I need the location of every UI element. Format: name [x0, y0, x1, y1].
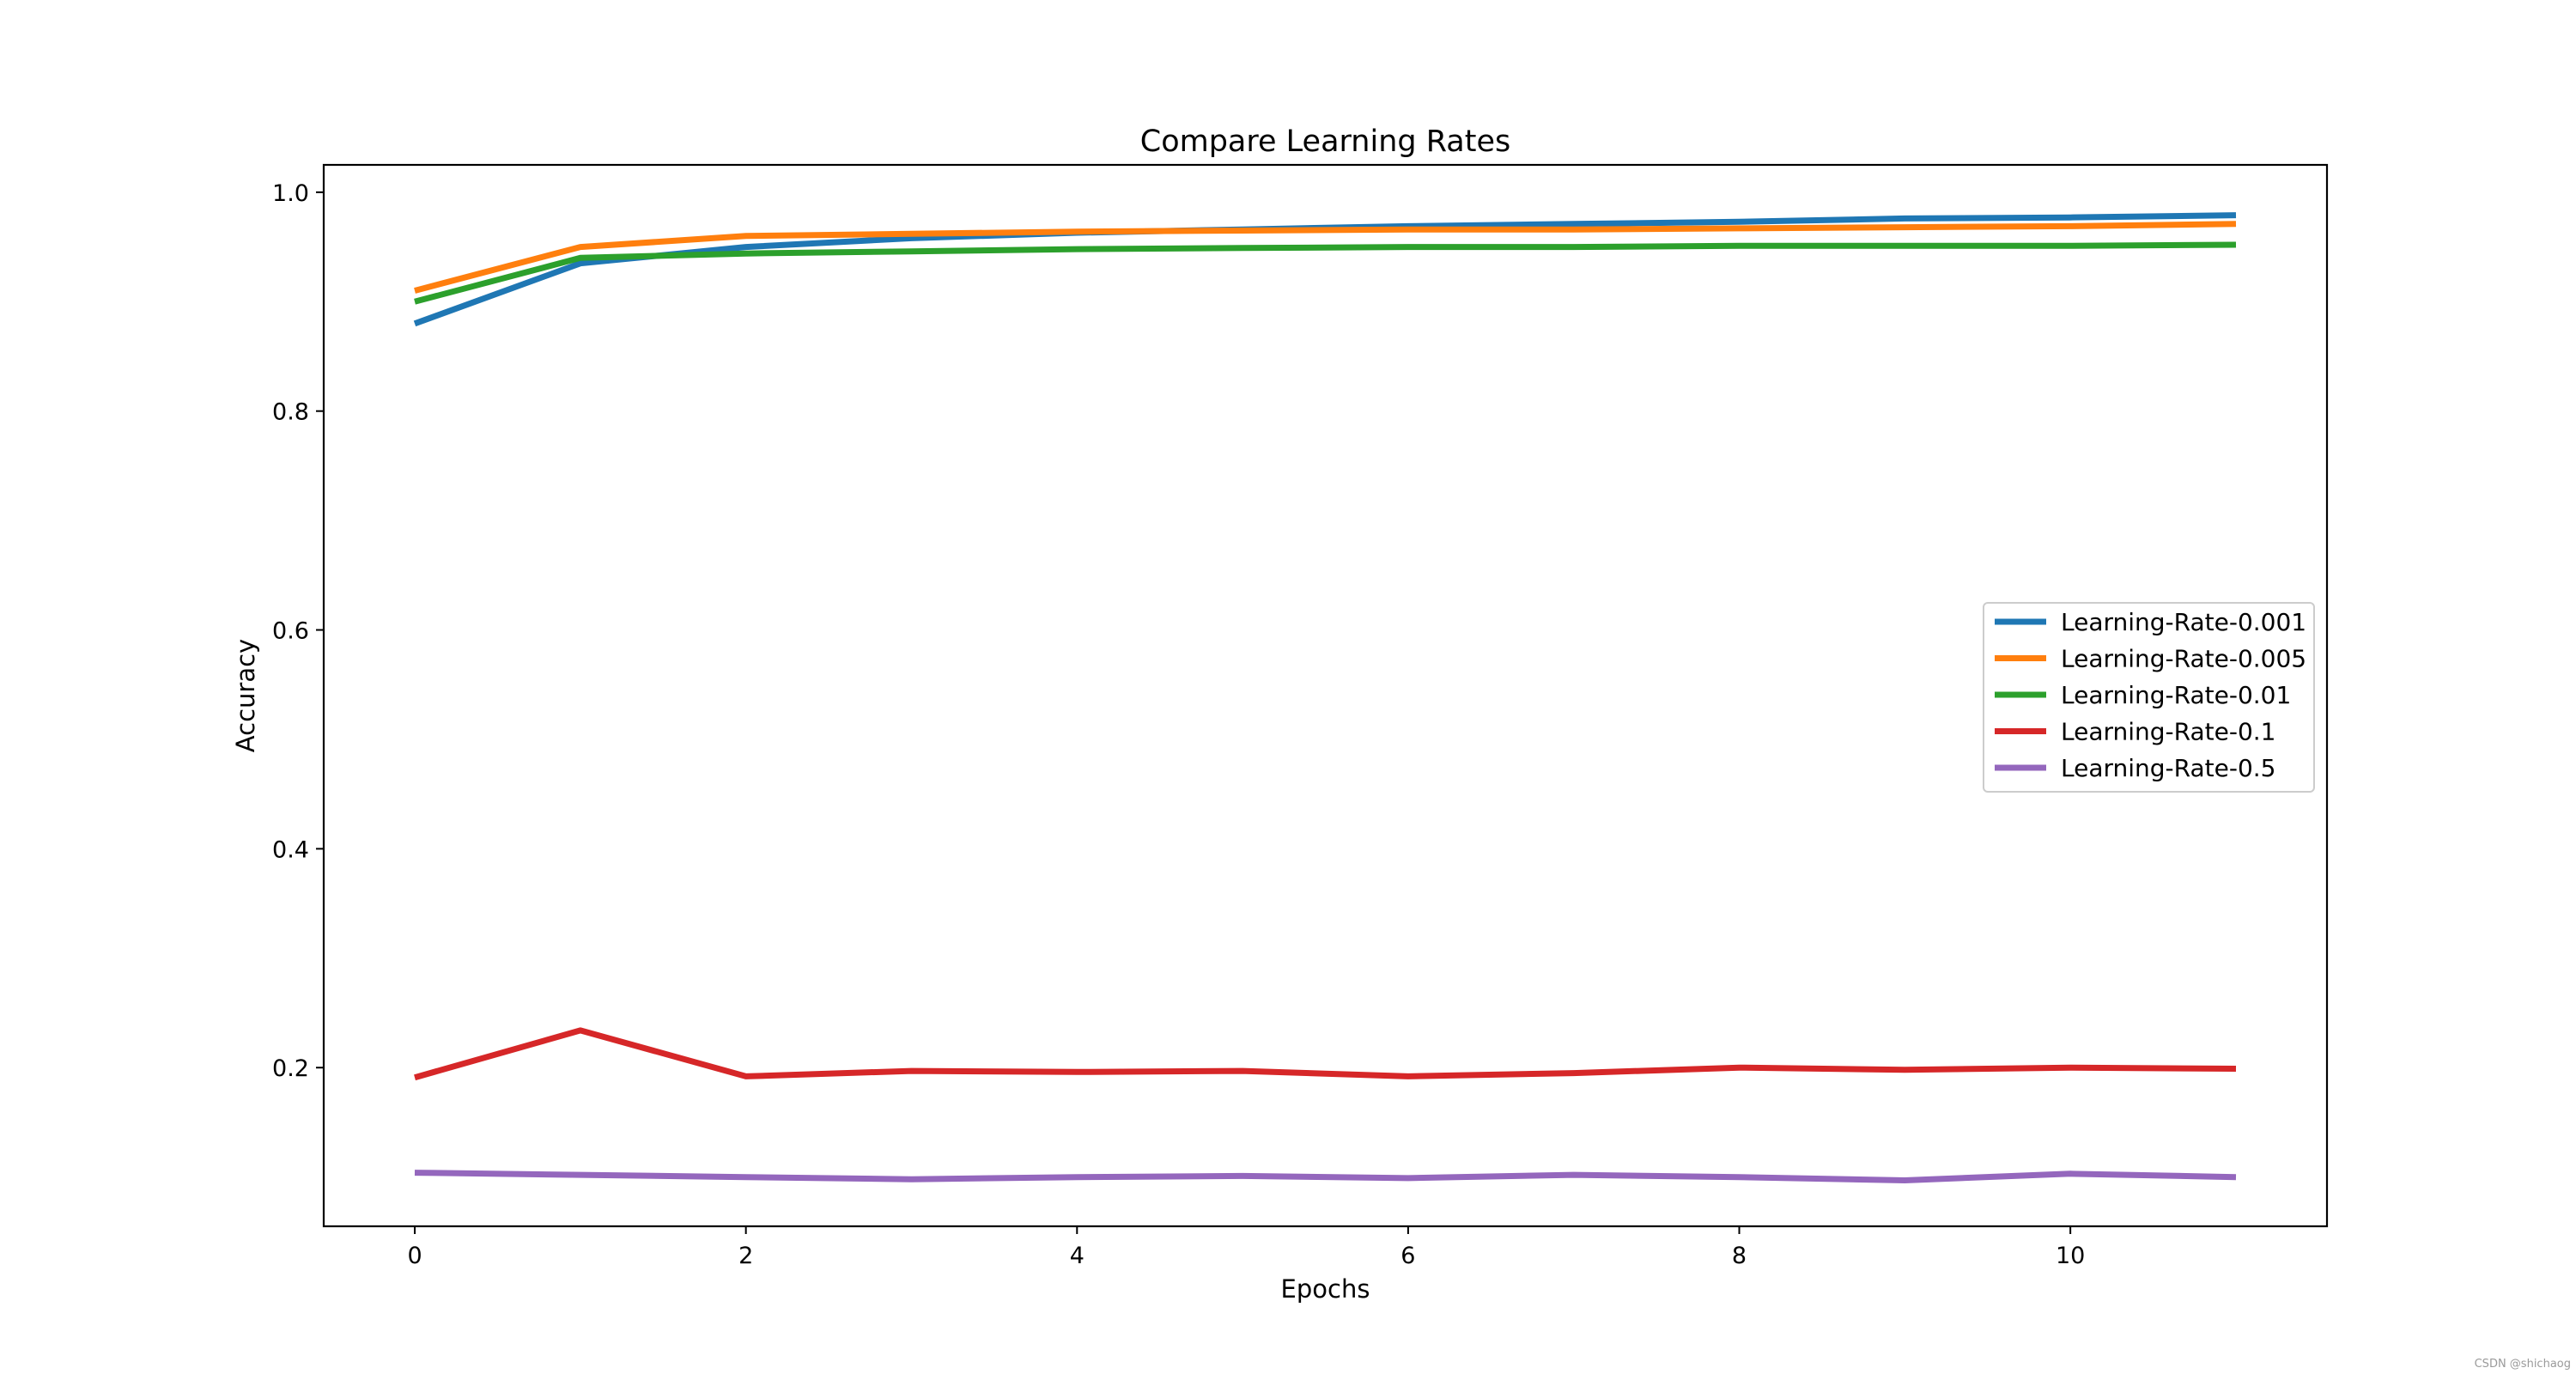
legend-label: Learning-Rate-0.005	[2061, 645, 2306, 673]
y-tick-label: 0.2	[272, 1055, 309, 1082]
series-line-2	[414, 241, 2237, 305]
x-tick-label: 10	[2056, 1243, 2085, 1269]
legend-label: Learning-Rate-0.1	[2061, 718, 2276, 746]
legend-label: Learning-Rate-0.01	[2061, 681, 2291, 709]
x-tick-label: 8	[1732, 1243, 1747, 1269]
x-tick-label: 0	[407, 1243, 422, 1269]
y-tick-label: 1.0	[272, 180, 309, 207]
plot-frame	[322, 163, 2329, 1228]
y-tick-label: 0.8	[272, 399, 309, 426]
y-tick-label: 0.4	[272, 836, 309, 863]
x-tick-label: 2	[738, 1243, 753, 1269]
watermark: CSDN @shichaog	[2475, 1358, 2571, 1371]
chart-title: Compare Learning Rates	[1140, 125, 1510, 159]
y-axis-label: Accuracy	[231, 639, 260, 752]
series-layer	[413, 212, 2237, 1183]
series-line-1	[414, 221, 2237, 294]
series-line-3	[414, 1027, 2237, 1081]
legend-label: Learning-Rate-0.5	[2061, 754, 2276, 782]
y-axis-ticks: 0.2 0.4 0.6 0.8 1.0	[272, 180, 324, 1082]
x-tick-label: 6	[1400, 1243, 1415, 1269]
series-line-4	[414, 1170, 2237, 1183]
legend-label: Learning-Rate-0.001	[2061, 608, 2306, 636]
x-tick-label: 4	[1070, 1243, 1084, 1269]
legend-box	[1983, 602, 2315, 793]
legend: Learning-Rate-0.001 Learning-Rate-0.005 Le…	[1983, 602, 2315, 793]
x-axis-ticks: 0 2 4 6 8 10	[407, 1226, 2085, 1269]
x-axis-label: Epochs	[1281, 1274, 1370, 1304]
y-tick-label: 0.6	[272, 618, 309, 645]
